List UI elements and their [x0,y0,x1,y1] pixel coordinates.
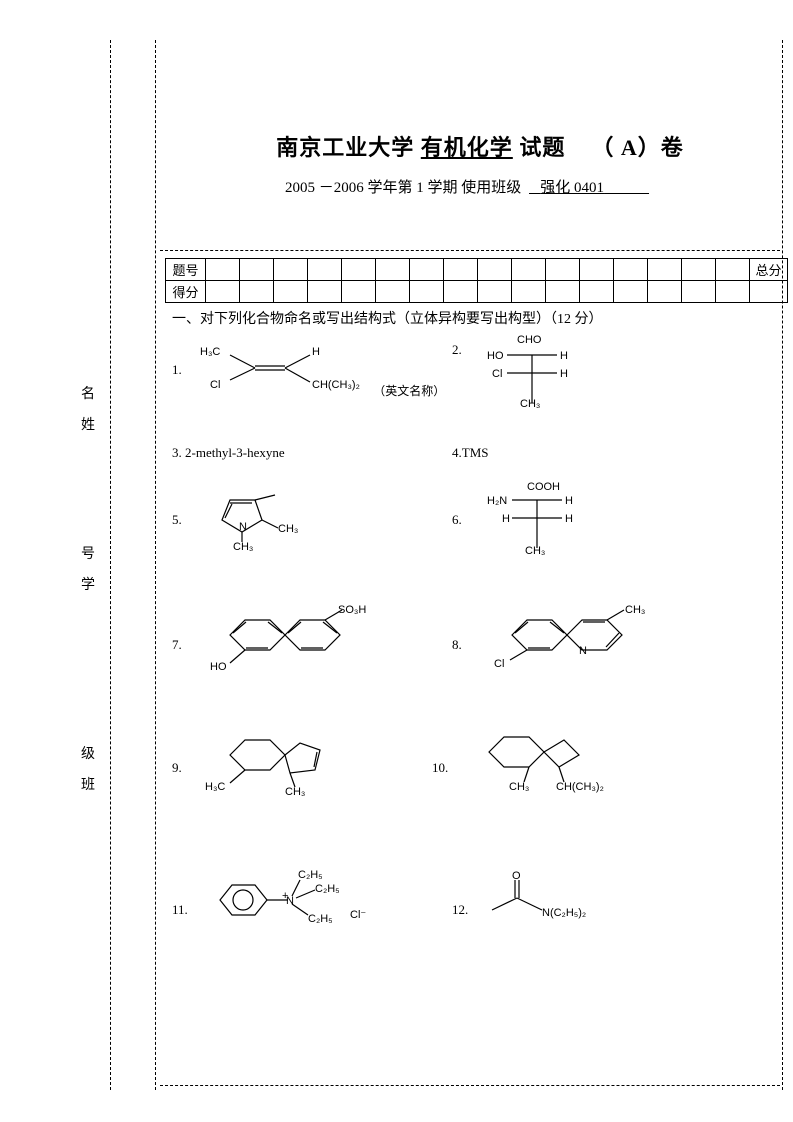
svg-text:+: + [282,890,288,902]
q11-number: 11. [172,902,188,918]
svg-text:Cl: Cl [492,368,502,380]
svg-text:C₂H₅: C₂H₅ [308,913,333,925]
svg-text:COOH: COOH [527,481,560,493]
sidebar-id-label: 号 学 [78,540,98,602]
q2-structure: CHO HO H Cl H CH₃ [482,335,592,414]
svg-text:H: H [502,513,510,525]
q1-number: 1. [172,362,182,378]
q9-number: 9. [172,760,182,776]
subtitle-class: 强化 0401 [540,180,604,196]
q4-text: 4.TMS [452,445,488,461]
title-course: 有机化学 [421,135,513,160]
svg-text:H: H [560,350,568,362]
svg-text:HO: HO [487,350,504,362]
score-table-row-qnum: 题号 总分 [166,259,788,281]
svg-text:H: H [312,346,320,358]
q1-structure: H₃C Cl H CH(CH₃)₂ （英文名称） [200,340,445,399]
q6-structure: COOH H₂N H H H CH₃ [482,482,602,564]
svg-text:CH(CH₃)₂: CH(CH₃)₂ [312,379,360,391]
svg-text:Cl⁻: Cl⁻ [350,909,366,921]
svg-text:HO: HO [210,661,227,673]
title-suffix: 试题 [519,135,565,160]
svg-text:CH₃: CH₃ [520,398,540,410]
svg-text:CH₃: CH₃ [625,604,645,616]
svg-text:Cl: Cl [210,379,220,391]
svg-text:N(C₂H₅)₂: N(C₂H₅)₂ [542,907,586,919]
svg-text:N: N [239,521,247,533]
svg-text:CH(CH₃)₂: CH(CH₃)₂ [556,781,604,793]
exam-title: 南京工业大学 有机化学 试题 （ A）卷 2005 －2006 学年第 1 学期… [200,130,760,197]
q2-number: 2. [452,342,462,358]
svg-text:O: O [512,870,521,882]
score-table-qnum-label: 题号 [166,259,206,281]
svg-text:CH₃: CH₃ [525,545,545,557]
title-univ: 南京工业大学 [276,135,414,160]
svg-text:N: N [579,645,587,657]
score-table-row-score: 得分 [166,281,788,303]
q10-structure: CH₃ CH(CH₃)₂ [464,722,634,806]
svg-text:H: H [560,368,568,380]
sidebar-name-label: 名 姓 [78,380,98,442]
q6-number: 6. [452,512,462,528]
svg-text:CH₃: CH₃ [509,781,529,793]
q10-number: 10. [432,760,448,776]
score-table-total-label: 总分 [750,259,788,281]
svg-text:H₃C: H₃C [200,346,220,358]
q9-structure: H₃C CH₃ [200,725,360,804]
score-table-score-label: 得分 [166,281,206,303]
svg-text:H: H [565,495,573,507]
svg-text:CH₃: CH₃ [285,786,305,798]
svg-text:CH₃: CH₃ [278,523,298,535]
subtitle-term-label: 学年第 [367,180,412,196]
q12-structure: O N(C₂H₅)₂ [482,870,612,929]
svg-text:SO₃H: SO₃H [338,604,366,616]
title-paper: （ A）卷 [591,135,683,160]
q12-number: 12. [452,902,468,918]
subtitle-year: 2005 －2006 [285,180,364,196]
sidebar-class-label: 级 班 [78,740,98,802]
q3-text: 3. 2-methyl-3-hexyne [172,445,285,461]
svg-text:C₂H₅: C₂H₅ [298,869,323,881]
svg-text:CH₃: CH₃ [233,541,253,553]
q5-structure: N CH₃ CH₃ [200,490,310,549]
subtitle-term-suffix: 学期 使用班级 [428,180,522,196]
q11-structure: N + C₂H₅ C₂H₅ C₂H₅ Cl⁻ [200,860,390,944]
q8-number: 8. [452,637,462,653]
svg-text:C₂H₅: C₂H₅ [315,883,340,895]
q5-number: 5. [172,512,182,528]
svg-text:H: H [565,513,573,525]
subtitle-term-num: 1 [416,180,424,196]
svg-text:CHO: CHO [517,334,542,346]
section-1-heading: 一、对下列化合物命名或写出结构式（立体异构要写出构型）（12 分） [172,308,603,328]
q1-note: （英文名称） [373,384,445,398]
score-table: 题号 总分 得分 [165,258,788,303]
svg-text:H₂N: H₂N [487,495,507,507]
q7-structure: HO SO₃H [200,605,370,679]
q8-structure: N Cl CH₃ [482,605,652,679]
q7-number: 7. [172,637,182,653]
svg-text:Cl: Cl [494,658,504,670]
svg-text:H₃C: H₃C [205,781,225,793]
